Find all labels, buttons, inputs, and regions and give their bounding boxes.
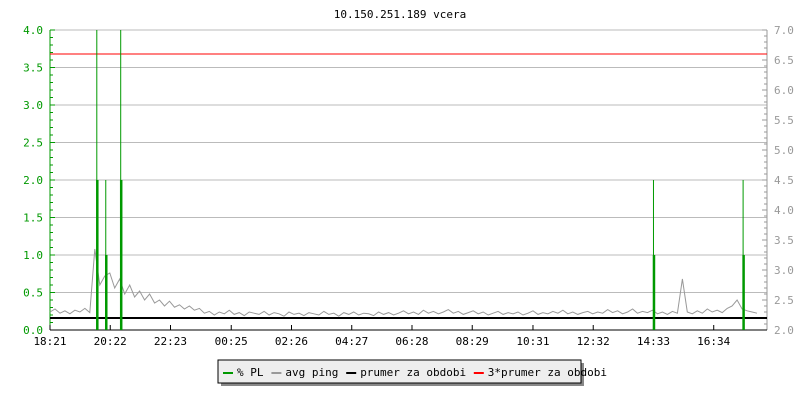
left-tick-label: 0.0 [23, 324, 43, 337]
left-tick-label: 3.0 [23, 99, 43, 112]
left-tick-label: 2.0 [23, 174, 43, 187]
marks [49, 30, 767, 330]
legend-label: avg ping [285, 366, 338, 379]
legend: % PL avg ping prumer za obdobi 3*prumer za … [217, 359, 607, 386]
legend-label: % PL [237, 366, 264, 379]
left-tick-label: 0.5 [23, 287, 43, 300]
right-tick-label: 3.5 [774, 234, 794, 247]
x-tick-label: 16:34 [697, 335, 730, 348]
x-tick-label: 00:25 [215, 335, 248, 348]
right-tick-label: 4.0 [774, 204, 794, 217]
left-tick-label: 2.5 [23, 137, 43, 150]
x-tick-label: 06:28 [395, 335, 428, 348]
legend-label: 3*prumer za obdobi [488, 366, 607, 379]
legend-label: prumer za obdobi [360, 366, 466, 379]
left-tick-label: 3.5 [23, 62, 43, 75]
left-tick-label: 4.0 [23, 24, 43, 37]
right-tick-label: 4.5 [774, 174, 794, 187]
grid [50, 29, 767, 293]
x-tick-label: 08:29 [456, 335, 489, 348]
right-tick-label: 2.5 [774, 294, 794, 307]
right-tick-label: 3.0 [774, 264, 794, 277]
axes: 0.0 0.5 1.0 1.5 2.0 2.5 3.0 3.5 4.0 2.0 2.5 3.0 3.5 4… [23, 24, 794, 348]
chart-title: 10.150.251.189 vcera [334, 8, 466, 21]
right-tick-label: 6.0 [774, 84, 794, 97]
x-tick-label: 18:21 [33, 335, 66, 348]
x-tick-label: 10:31 [516, 335, 549, 348]
x-tick-label: 14:33 [637, 335, 670, 348]
legend-box [217, 359, 582, 384]
left-tick-label: 1.0 [23, 249, 43, 262]
x-tick-label: 20:22 [94, 335, 127, 348]
x-tick-label: 12:32 [577, 335, 610, 348]
avg-ping-line [49, 248, 758, 317]
right-tick-label: 7.0 [774, 24, 794, 37]
x-tick-label: 04:27 [335, 335, 368, 348]
right-tick-label: 5.5 [774, 114, 794, 127]
x-tick-label: 02:26 [275, 335, 308, 348]
right-tick-label: 2.0 [774, 324, 794, 337]
x-tick-label: 22:23 [154, 335, 187, 348]
right-tick-label: 6.5 [774, 54, 794, 67]
right-tick-label: 5.0 [774, 144, 794, 157]
left-tick-label: 1.5 [23, 212, 43, 225]
